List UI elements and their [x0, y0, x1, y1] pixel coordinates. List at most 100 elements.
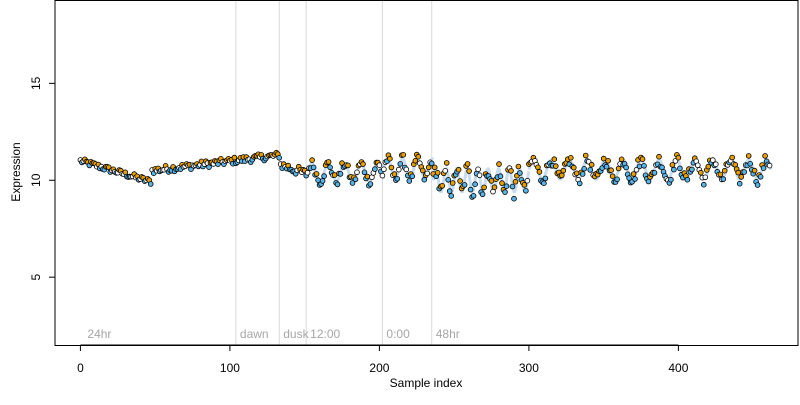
- data-point: [488, 178, 495, 184]
- data-point: [502, 189, 508, 195]
- data-point: [376, 162, 383, 169]
- data-point: [668, 176, 674, 183]
- data-point: [751, 167, 758, 174]
- data-point: [325, 159, 332, 165]
- y-axis: 5 10 15: [29, 76, 56, 281]
- data-point: [457, 178, 463, 184]
- data-point: [276, 155, 283, 161]
- annotation-label: dawn: [240, 327, 269, 341]
- data-point: [705, 163, 712, 170]
- data-point: [352, 176, 359, 183]
- data-point: [391, 171, 398, 177]
- data-point: [641, 163, 647, 169]
- data-point: [741, 169, 747, 175]
- data-point: [497, 173, 504, 180]
- data-point: [684, 176, 691, 183]
- data-point: [677, 165, 683, 172]
- data-point: [536, 169, 543, 175]
- data-point: [735, 169, 741, 176]
- x-tick-label: 200: [369, 361, 389, 375]
- data-point: [729, 154, 735, 161]
- data-point: [431, 164, 438, 171]
- data-point: [633, 167, 640, 173]
- data-point: [587, 167, 593, 173]
- data-point: [147, 181, 154, 187]
- data-point: [509, 183, 516, 190]
- data-point: [656, 153, 662, 160]
- data-point: [415, 153, 422, 160]
- data-point: [697, 169, 704, 176]
- data-point: [388, 164, 395, 171]
- data-point: [579, 171, 586, 177]
- data-point: [446, 188, 453, 194]
- data-point: [472, 181, 478, 188]
- data-point: [745, 153, 752, 159]
- data-point: [552, 163, 559, 169]
- data-point: [445, 177, 452, 183]
- data-point: [736, 180, 743, 187]
- data-point: [760, 165, 767, 171]
- data-point: [361, 169, 368, 176]
- data-point: [439, 183, 446, 189]
- data-point: [535, 164, 541, 171]
- x-tick-label: 100: [220, 361, 240, 375]
- data-point: [615, 165, 622, 172]
- data-point: [720, 176, 727, 182]
- data-point: [425, 164, 432, 171]
- data-point: [512, 178, 519, 185]
- data-point: [321, 173, 327, 179]
- data-point: [387, 155, 393, 162]
- data-point: [515, 163, 522, 170]
- data-point: [689, 166, 695, 173]
- data-point: [310, 164, 317, 171]
- y-tick-label: 10: [29, 173, 43, 187]
- data-point: [367, 181, 374, 187]
- data-point: [499, 180, 505, 186]
- data-point: [567, 155, 574, 161]
- annotation-label: 48hr: [436, 327, 460, 341]
- data-point: [412, 158, 419, 164]
- data-point: [542, 175, 549, 182]
- data-point: [372, 166, 378, 172]
- data-point: [762, 153, 768, 159]
- data-point: [379, 172, 386, 179]
- y-tick-label: 15: [29, 76, 43, 90]
- data-point: [309, 157, 315, 163]
- data-point: [461, 182, 468, 188]
- data-point: [702, 174, 709, 181]
- data-point: [345, 162, 351, 169]
- data-point: [721, 167, 728, 174]
- data-point: [671, 166, 677, 173]
- x-tick-label: 0: [77, 361, 84, 375]
- data-point: [364, 173, 371, 180]
- data-point: [605, 158, 611, 164]
- data-point: [406, 178, 413, 184]
- data-point: [381, 166, 387, 173]
- data-point: [639, 156, 646, 162]
- data-point: [623, 164, 629, 171]
- data-point: [747, 161, 753, 167]
- data-point: [757, 174, 764, 180]
- data-point: [517, 170, 523, 176]
- data-point: [464, 161, 471, 167]
- data-points: [77, 149, 773, 202]
- data-point: [449, 180, 456, 186]
- annotation-label: dusk: [283, 327, 309, 341]
- data-point: [717, 171, 724, 178]
- data-point: [319, 178, 326, 184]
- y-tick-label: 5: [29, 274, 43, 281]
- x-axis: 0 100 200 300 400: [77, 344, 689, 375]
- data-point: [397, 161, 404, 167]
- data-point: [570, 164, 577, 171]
- data-point: [712, 161, 719, 168]
- data-point: [491, 184, 498, 191]
- data-point: [231, 154, 238, 161]
- data-point: [651, 170, 658, 176]
- data-point: [313, 171, 320, 177]
- data-point: [521, 182, 528, 188]
- data-point: [395, 166, 402, 173]
- data-point: [475, 166, 481, 173]
- data-point: [394, 176, 401, 182]
- data-point: [466, 168, 472, 174]
